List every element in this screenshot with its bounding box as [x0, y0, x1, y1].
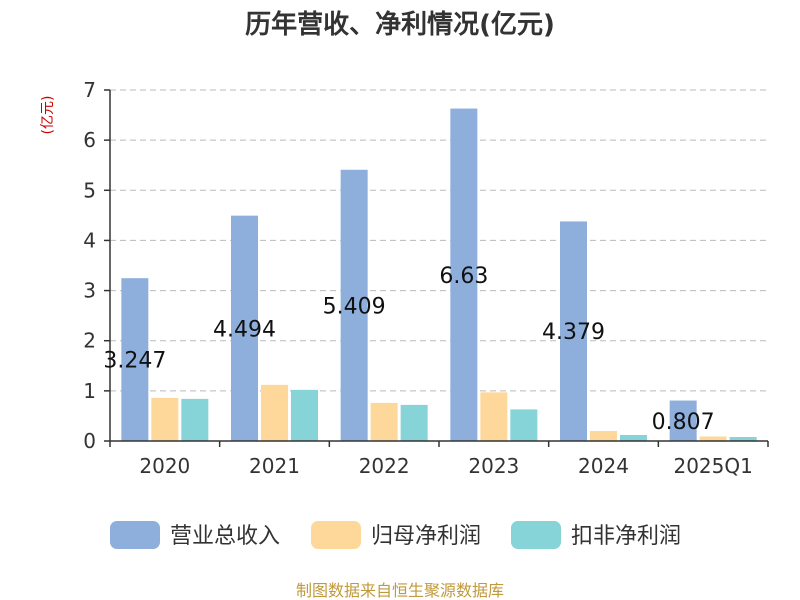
legend: 营业总收入 归母净利润 扣非净利润 [110, 521, 681, 549]
bar [699, 436, 727, 441]
y-axis-unit-label: (亿元) [40, 96, 56, 135]
bar [340, 169, 368, 441]
bars [121, 108, 757, 441]
chart-title: 历年营收、净利情况(亿元) [245, 9, 555, 40]
data-label: 5.409 [323, 294, 386, 319]
data-label: 4.379 [542, 320, 605, 345]
bar [370, 402, 398, 441]
data-label: 3.247 [103, 349, 166, 374]
x-tick-label: 2024 [578, 454, 629, 478]
gridlines [110, 89, 768, 392]
bar [620, 434, 647, 441]
y-tick-label: 4 [83, 228, 96, 252]
y-tick-label: 7 [83, 78, 96, 102]
axes [104, 89, 769, 447]
x-tick-label: 2020 [139, 454, 190, 478]
data-label: 6.63 [439, 264, 488, 289]
bar [729, 436, 757, 441]
bar [231, 215, 258, 441]
bar [590, 430, 617, 441]
bar [560, 221, 587, 441]
legend-swatch [311, 521, 361, 549]
y-tick-label: 1 [83, 379, 96, 403]
bar [151, 397, 179, 441]
bar [400, 404, 428, 441]
bar [450, 108, 478, 441]
legend-label: 归母净利润 [371, 524, 481, 549]
y-tick-label: 3 [83, 279, 96, 303]
data-labels: 3.247 4.494 5.409 6.63 4.379 0.807 [103, 264, 714, 435]
x-tick-labels: 2020 2021 2022 2023 2024 2025Q1 [139, 454, 752, 478]
bar [181, 398, 209, 441]
x-tick-label: 2021 [249, 454, 300, 478]
bar [291, 389, 318, 441]
source-note: 制图数据来自恒生聚源数据库 [296, 581, 504, 600]
y-tick-label: 6 [83, 128, 96, 152]
x-tick-label: 2022 [359, 454, 410, 478]
bar [261, 384, 288, 441]
data-label: 0.807 [652, 410, 715, 435]
bar [669, 400, 697, 441]
bar [121, 278, 149, 441]
x-tick-label: 2025Q1 [673, 454, 752, 478]
legend-label: 营业总收入 [170, 524, 280, 549]
legend-swatch [110, 521, 160, 549]
bar [480, 392, 508, 441]
bar [510, 409, 538, 441]
y-tick-labels: 0 1 2 3 4 5 6 7 [83, 78, 96, 453]
legend-label: 扣非净利润 [571, 524, 681, 549]
legend-swatch [511, 521, 561, 549]
y-tick-label: 0 [83, 429, 96, 453]
data-label: 4.494 [213, 317, 276, 342]
y-tick-label: 2 [83, 329, 96, 353]
y-tick-label: 5 [83, 178, 96, 202]
x-tick-label: 2023 [468, 454, 519, 478]
